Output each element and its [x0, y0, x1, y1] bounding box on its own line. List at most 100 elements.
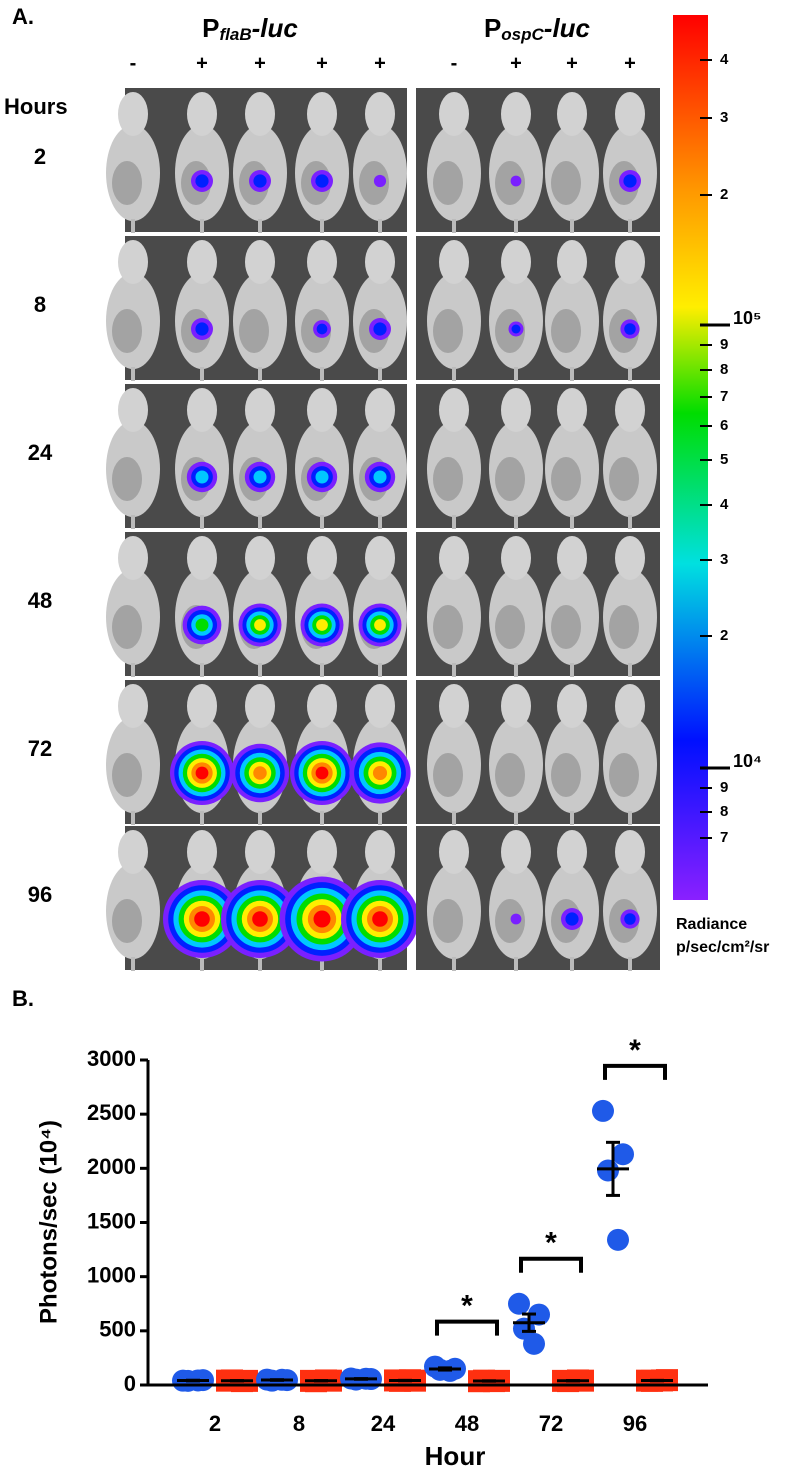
mouse-head	[118, 830, 148, 874]
mouse-head	[365, 536, 395, 580]
signal	[315, 174, 329, 188]
treatment-sign: +	[316, 52, 328, 74]
mouse-head	[118, 92, 148, 136]
mouse-tail	[452, 663, 456, 677]
mouse-tail	[258, 957, 262, 971]
colorbar-tick-label: 4	[720, 51, 729, 68]
mouse-tail	[131, 811, 135, 825]
mouse-belly	[495, 899, 525, 943]
mouse-head	[557, 388, 587, 432]
mouse-tail	[200, 663, 204, 677]
mouse-tail	[514, 515, 518, 529]
mouse-tail	[320, 811, 324, 825]
mouse-head	[557, 830, 587, 874]
data-point	[528, 1303, 550, 1326]
mouse-tail	[452, 219, 456, 233]
signal	[194, 911, 210, 927]
data-point	[523, 1332, 545, 1355]
mouse-tail	[378, 663, 382, 677]
mouse-belly	[433, 309, 463, 353]
mouse-tail	[628, 811, 632, 825]
signal	[372, 911, 388, 927]
mouse-belly	[112, 753, 142, 797]
mouse-belly	[551, 605, 581, 649]
mouse-head	[245, 92, 275, 136]
mouse-head	[307, 240, 337, 284]
mouse-head	[615, 240, 645, 284]
significance-bracket	[435, 1319, 499, 1336]
signal	[313, 910, 331, 928]
mouse-belly	[433, 605, 463, 649]
y-tick-label: 3000	[87, 1046, 136, 1071]
mouse-head	[118, 536, 148, 580]
mouse-head	[439, 240, 469, 284]
mouse-belly	[112, 457, 142, 501]
y-tick-label: 0	[124, 1371, 136, 1396]
mouse-belly	[433, 161, 463, 205]
data-point	[597, 1159, 619, 1182]
mouse-belly	[609, 753, 639, 797]
mouse-head	[307, 92, 337, 136]
mouse-head	[439, 536, 469, 580]
mouse-tail	[131, 957, 135, 971]
mouse-tail	[378, 515, 382, 529]
x-tick-label: 96	[623, 1411, 647, 1436]
panel-label: B.	[12, 986, 34, 1011]
mouse-head	[557, 92, 587, 136]
mouse-tail	[258, 811, 262, 825]
mouse-belly	[495, 457, 525, 501]
mouse-tail	[258, 367, 262, 381]
mouse-tail	[378, 957, 382, 971]
mouse-belly	[551, 161, 581, 205]
significance-label: *	[461, 1290, 473, 1323]
treatment-sign: +	[374, 52, 386, 74]
x-tick-label: 2	[209, 1411, 221, 1436]
significance-bracket	[603, 1063, 667, 1080]
mouse-belly	[495, 605, 525, 649]
mouse-belly	[495, 161, 525, 205]
mouse-tail	[570, 515, 574, 529]
mouse-tail	[200, 219, 204, 233]
signal	[510, 913, 522, 925]
signal	[195, 174, 209, 188]
mouse-tail	[200, 957, 204, 971]
mouse-belly	[495, 753, 525, 797]
y-tick-label: 2000	[87, 1154, 136, 1179]
row-label: 96	[28, 882, 52, 907]
mouse-head	[501, 240, 531, 284]
mouse-tail	[258, 515, 262, 529]
mouse-belly	[112, 309, 142, 353]
significance-label: *	[545, 1227, 557, 1260]
mouse-belly	[239, 309, 269, 353]
mouse-head	[439, 830, 469, 874]
y-axis-label: Photons/sec (10⁴)	[35, 1120, 62, 1324]
y-tick-label: 1000	[87, 1262, 136, 1287]
row-label: 72	[28, 736, 52, 761]
mouse-tail	[628, 367, 632, 381]
mouse-head	[615, 92, 645, 136]
mouse-head	[557, 240, 587, 284]
mouse-tail	[258, 663, 262, 677]
mouse-head	[365, 388, 395, 432]
mouse-tail	[514, 219, 518, 233]
x-tick-label: 24	[371, 1411, 396, 1436]
mouse-head	[615, 684, 645, 728]
colorbar-tick-label: 8	[720, 803, 728, 820]
row-header: Hours	[4, 94, 68, 119]
mouse-head	[365, 830, 395, 874]
colorbar-tick-label: 2	[720, 186, 728, 203]
colorbar-label: Radiance	[676, 916, 747, 933]
mouse-belly	[551, 753, 581, 797]
mouse-head	[557, 536, 587, 580]
mouse-tail	[514, 367, 518, 381]
title-prefix: P	[484, 13, 501, 43]
title-subscript: flaB	[219, 25, 251, 44]
signal	[195, 322, 209, 336]
signal	[254, 619, 266, 631]
y-tick-label: 500	[99, 1317, 136, 1342]
treatment-sign: +	[254, 52, 266, 74]
mouse-tail	[628, 957, 632, 971]
signal	[253, 470, 267, 484]
treatment-sign: -	[451, 52, 458, 74]
mouse-head	[245, 240, 275, 284]
